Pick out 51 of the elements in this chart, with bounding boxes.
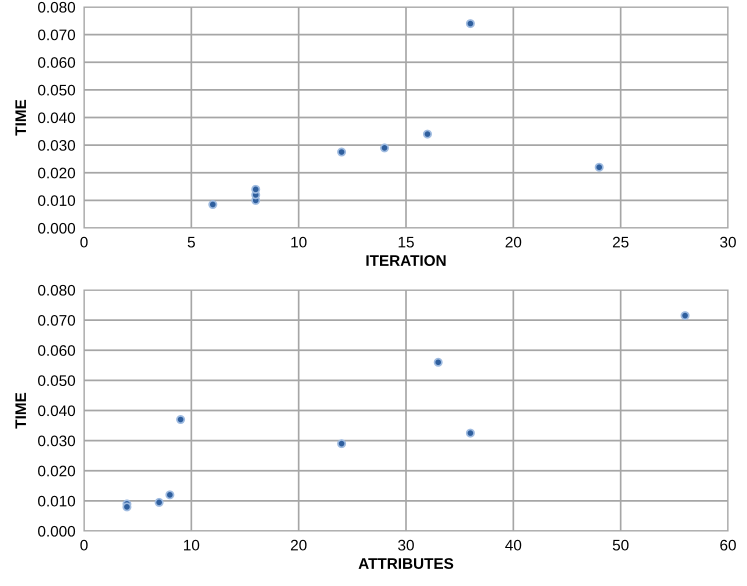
- point: [380, 143, 390, 152]
- y-tick-label: 0.000: [38, 526, 76, 537]
- y-axis-title: TIME: [15, 100, 26, 136]
- point: [165, 490, 174, 500]
- point: [594, 162, 604, 172]
- x-axis-title: ATTRIBUTES: [358, 558, 454, 569]
- x-tick-label: 20: [290, 540, 307, 551]
- y-tick-label: 0.070: [38, 29, 76, 40]
- y-tick-label: 0.040: [38, 405, 76, 416]
- y-axis-title: TIME: [15, 392, 26, 429]
- point: [251, 184, 260, 194]
- y-tick-label: 0.020: [38, 168, 76, 178]
- y-tick-label: 0.040: [38, 112, 76, 124]
- y-tick-label: 0.010: [38, 496, 76, 507]
- x-tick-label: 10: [184, 540, 200, 551]
- y-tick-label: 0.080: [38, 2, 76, 13]
- y-tick-label: 0.030: [38, 435, 76, 446]
- x-tick-label: 10: [291, 236, 307, 248]
- point: [208, 200, 218, 210]
- y-tick-label: 0.060: [38, 57, 76, 68]
- point: [422, 130, 432, 139]
- point: [122, 502, 132, 512]
- x-tick-label: 30: [398, 540, 414, 551]
- y-tick-label: 0.010: [38, 195, 76, 206]
- y-tick-label: 0.050: [38, 84, 76, 96]
- point: [154, 498, 164, 507]
- point: [434, 358, 443, 367]
- y-tick-label: 0.030: [38, 140, 76, 151]
- y-tick-label: 0.000: [38, 222, 76, 234]
- point: [466, 428, 475, 438]
- y-tick-label: 0.080: [38, 284, 76, 296]
- x-axis-title: ITERATION: [366, 255, 446, 266]
- x-tick-label: 60: [720, 540, 736, 551]
- y-tick-label: 0.070: [38, 314, 76, 326]
- x-tick-label: 30: [720, 236, 736, 248]
- point: [337, 439, 346, 448]
- point: [466, 19, 475, 28]
- x-tick-label: 40: [505, 540, 522, 551]
- x-tick-label: 20: [506, 236, 522, 248]
- point: [337, 148, 346, 157]
- x-tick-label: 15: [398, 236, 414, 248]
- x-tick-label: 5: [188, 236, 195, 248]
- x-tick-label: 25: [612, 236, 629, 248]
- point: [680, 311, 690, 320]
- point: [176, 415, 186, 424]
- x-tick-label: 0: [80, 236, 88, 248]
- y-tick-label: 0.060: [38, 345, 76, 356]
- x-tick-label: 0: [80, 540, 88, 551]
- y-tick-label: 0.020: [38, 466, 76, 476]
- y-tick-label: 0.050: [38, 375, 76, 386]
- x-tick-label: 50: [612, 540, 629, 551]
